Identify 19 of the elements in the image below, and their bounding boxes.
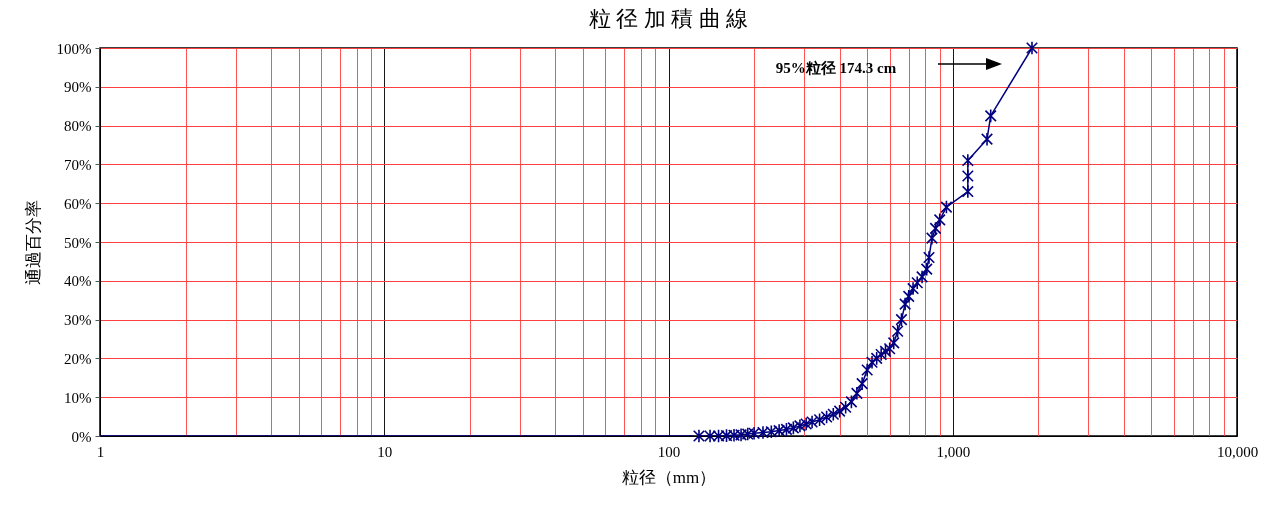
y-tick-label: 20% [64, 350, 92, 367]
x-tick-label: 1 [96, 443, 105, 460]
x-tick-label: 100 [657, 443, 681, 460]
y-tick-label: 70% [64, 156, 92, 173]
x-tick-label: 10 [377, 443, 393, 460]
y-tick-label: 40% [64, 273, 92, 290]
y-tick-label: 50% [64, 234, 92, 251]
y-axis-title: 通過百分率 [23, 200, 43, 285]
y-tick-label: 100% [56, 40, 92, 57]
x-tick-label: 10,000 [1216, 443, 1259, 460]
y-tick-label: 90% [64, 79, 92, 96]
chart-title: 粒 径 加 積 曲 線 [588, 5, 749, 31]
y-tick-label: 30% [64, 312, 92, 329]
x-tick-label: 1,000 [936, 443, 971, 460]
y-tick-label: 80% [64, 118, 92, 135]
y-tick-label: 60% [64, 195, 92, 212]
y-tick-label: 0% [71, 428, 92, 445]
y-tick-label: 10% [64, 389, 92, 406]
x-axis-title: 粒径（mm） [621, 467, 717, 487]
